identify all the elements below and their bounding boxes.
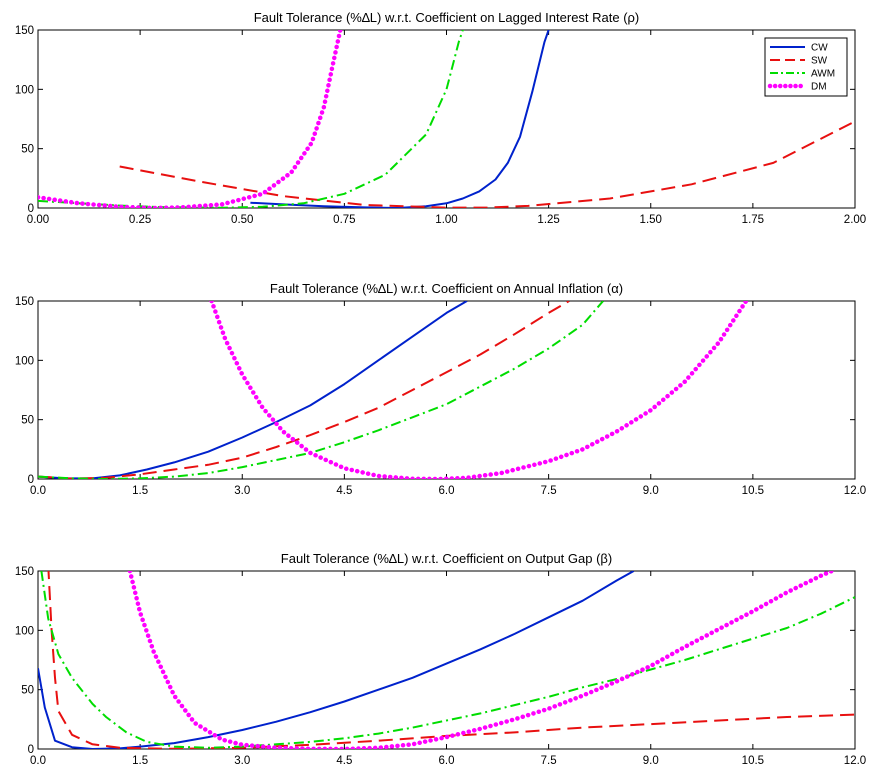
y-tick-label: 100 [15, 625, 34, 637]
x-tick-label: 0.0 [30, 485, 46, 497]
x-tick-label: 6.0 [439, 755, 455, 767]
x-tick-label: 9.0 [643, 755, 659, 767]
y-tick-label: 100 [15, 84, 34, 96]
y-tick-label: 0 [28, 474, 34, 486]
y-tick-label: 150 [15, 566, 34, 578]
x-tick-label: 10.5 [742, 485, 764, 497]
x-tick-label: 1.00 [435, 214, 457, 226]
y-tick-label: 50 [21, 144, 34, 156]
x-tick-label: 1.75 [742, 214, 764, 226]
legend-label-awm: AWM [811, 69, 835, 80]
y-tick-label: 0 [28, 203, 34, 215]
y-tick-label: 150 [15, 296, 34, 308]
series-line-awm [38, 30, 464, 208]
series-line-cw [38, 571, 635, 749]
series-line-dm [209, 301, 749, 479]
series-line-sw [119, 120, 855, 208]
x-tick-label: 6.0 [439, 485, 455, 497]
plot-frame [37, 29, 856, 209]
x-tick-label: 12.0 [844, 485, 866, 497]
x-tick-label: 12.0 [844, 755, 866, 767]
plot-frame [37, 570, 856, 750]
x-tick-label: 7.5 [541, 755, 557, 767]
x-tick-label: 3.0 [234, 485, 250, 497]
chart-title: Fault Tolerance (%∆L) w.r.t. Coefficient… [270, 281, 623, 296]
x-tick-label: 0.75 [333, 214, 355, 226]
chart-panel-2: Fault Tolerance (%∆L) w.r.t. Coefficient… [15, 281, 866, 497]
x-tick-label: 4.5 [336, 485, 352, 497]
plot-frame [37, 300, 856, 480]
y-tick-label: 150 [15, 25, 34, 37]
series-group [38, 301, 749, 479]
series-line-awm [38, 301, 604, 479]
legend-label-dm: DM [811, 82, 827, 93]
series-line-dm [38, 30, 343, 208]
y-tick-label: 50 [21, 685, 34, 697]
series-line-dm [127, 571, 837, 749]
series-line-awm [40, 571, 855, 749]
x-tick-label: 10.5 [742, 755, 764, 767]
x-tick-label: 4.5 [336, 755, 352, 767]
series-group [38, 571, 855, 749]
chart-title: Fault Tolerance (%∆L) w.r.t. Coefficient… [281, 551, 612, 566]
series-line-sw [38, 301, 570, 479]
chart-panel-3: Fault Tolerance (%∆L) w.r.t. Coefficient… [15, 551, 866, 767]
x-tick-label: 1.5 [132, 485, 148, 497]
x-tick-label: 1.50 [640, 214, 662, 226]
legend-label-cw: CW [811, 43, 828, 54]
series-group [38, 30, 855, 208]
x-tick-label: 9.0 [643, 485, 659, 497]
y-tick-label: 0 [28, 744, 34, 756]
x-tick-label: 0.0 [30, 755, 46, 767]
series-line-cw [38, 301, 468, 479]
chart-panel-1: Fault Tolerance (%∆L) w.r.t. Coefficient… [15, 10, 866, 226]
x-tick-label: 2.00 [844, 214, 866, 226]
y-tick-label: 50 [21, 415, 34, 427]
legend: CW SW AWM DM [764, 37, 848, 97]
series-line-cw [250, 30, 550, 208]
x-tick-label: 7.5 [541, 485, 557, 497]
x-tick-label: 1.5 [132, 755, 148, 767]
x-tick-label: 1.25 [537, 214, 559, 226]
x-tick-label: 0.00 [27, 214, 49, 226]
chart-title: Fault Tolerance (%∆L) w.r.t. Coefficient… [254, 10, 640, 25]
series-line-sw [47, 571, 855, 749]
x-tick-label: 0.25 [129, 214, 151, 226]
x-tick-label: 3.0 [234, 755, 250, 767]
y-tick-label: 100 [15, 355, 34, 367]
legend-label-sw: SW [811, 56, 828, 67]
x-tick-label: 0.50 [231, 214, 253, 226]
